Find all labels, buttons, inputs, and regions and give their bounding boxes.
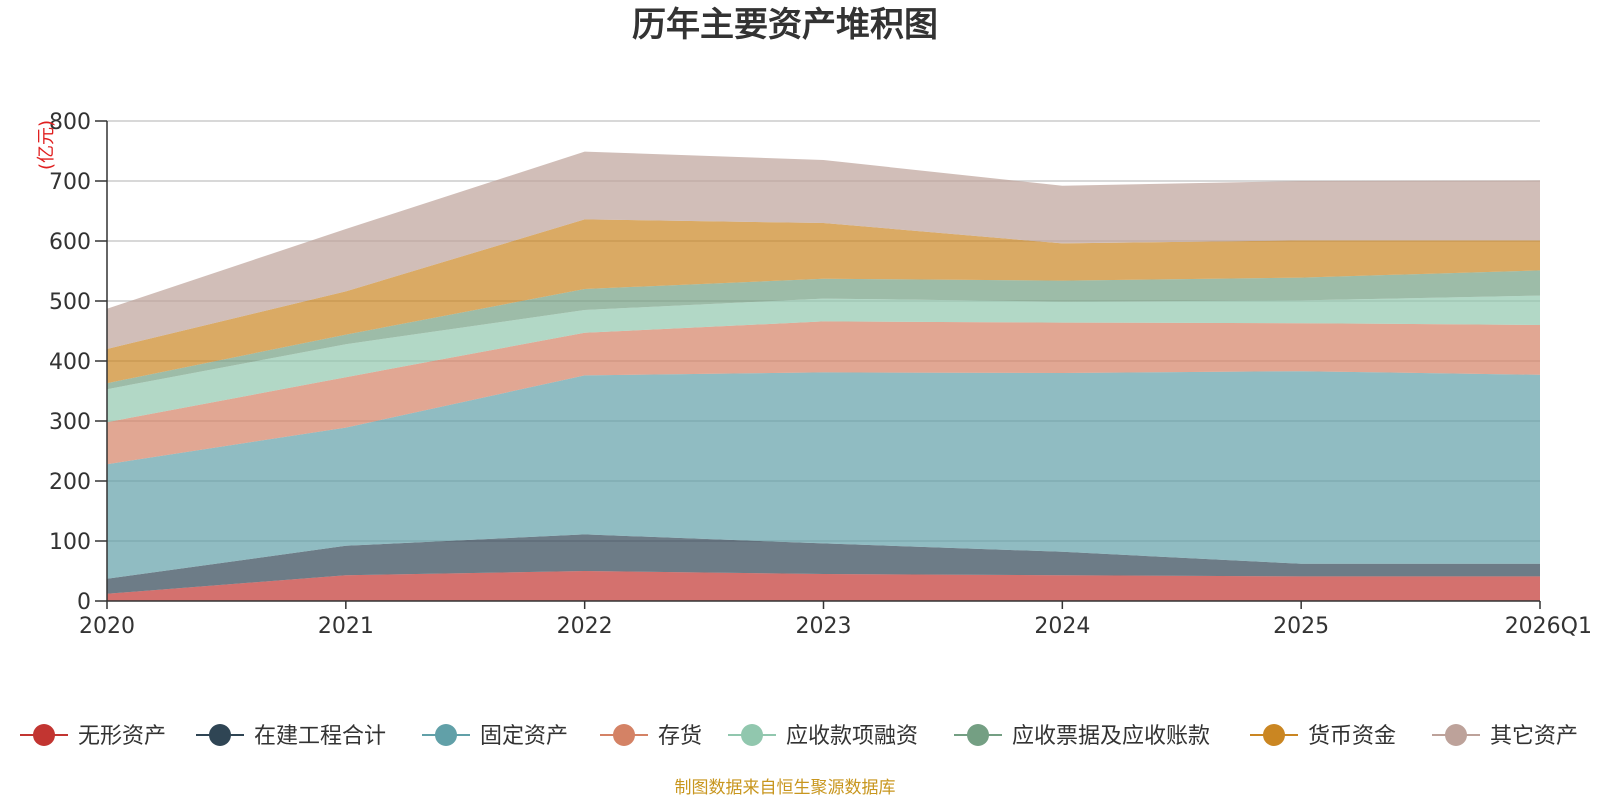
legend-label: 存货 xyxy=(658,724,702,749)
legend-item-6[interactable]: 应收票据及应收账款 xyxy=(954,724,1210,749)
y-tick-label: 100 xyxy=(49,530,91,555)
legend-marker xyxy=(209,724,231,746)
area-series-3 xyxy=(107,371,1540,579)
legend-label: 应收票据及应收账款 xyxy=(1012,724,1210,749)
area-series-4 xyxy=(107,321,1540,465)
y-tick-label: 700 xyxy=(49,170,91,195)
y-tick-label: 400 xyxy=(49,350,91,375)
area-series-7 xyxy=(107,219,1540,384)
x-tick-label: 2021 xyxy=(318,614,374,639)
legend-marker xyxy=(33,724,55,746)
y-tick-label: 0 xyxy=(77,590,91,615)
y-tick-label: 300 xyxy=(49,410,91,435)
y-axis-unit-label: (亿元) xyxy=(36,120,57,170)
legend-item-2[interactable]: 在建工程合计 xyxy=(196,724,386,749)
x-tick-label: 2025 xyxy=(1273,614,1329,639)
legend-marker xyxy=(1263,724,1285,746)
area-series-6 xyxy=(107,270,1540,390)
legend-marker xyxy=(613,724,635,746)
area-series-5 xyxy=(107,295,1540,423)
legend-item-7[interactable]: 货币资金 xyxy=(1250,724,1396,749)
legend-label: 无形资产 xyxy=(78,724,166,749)
legend-item-5[interactable]: 应收款项融资 xyxy=(728,724,918,749)
area-series-8 xyxy=(107,151,1540,349)
x-tick-label: 2026Q1 xyxy=(1505,614,1592,639)
x-tick-label: 2023 xyxy=(796,614,852,639)
legend-label: 在建工程合计 xyxy=(254,724,386,749)
legend-item-1[interactable]: 无形资产 xyxy=(20,724,166,749)
legend[interactable]: 无形资产 在建工程合计 固定资产 存货 应收款项融资 应收票据及应收账款 货币资金 其它资产 xyxy=(20,724,1578,749)
y-tick-label: 800 xyxy=(49,110,91,135)
y-tick-label: 600 xyxy=(49,230,91,255)
legend-marker xyxy=(435,724,457,746)
x-tick-label: 2022 xyxy=(557,614,613,639)
y-tick-label: 200 xyxy=(49,470,91,495)
legend-marker xyxy=(741,724,763,746)
axes: 0 100 200 300 400 500 600 700 800 2020 2021 2022 202… xyxy=(49,110,1592,639)
legend-item-4[interactable]: 存货 xyxy=(600,724,702,749)
area-series-1 xyxy=(107,571,1540,601)
data-source-note: 制图数据来自恒生聚源数据库 xyxy=(675,778,896,798)
x-tick-label: 2020 xyxy=(79,614,135,639)
legend-item-8[interactable]: 其它资产 xyxy=(1432,724,1578,749)
legend-label: 货币资金 xyxy=(1308,724,1396,749)
series-areas xyxy=(107,151,1540,601)
legend-marker xyxy=(1445,724,1467,746)
legend-label: 固定资产 xyxy=(480,724,568,749)
legend-label: 应收款项融资 xyxy=(786,724,918,749)
x-tick-label: 2024 xyxy=(1034,614,1090,639)
y-tick-label: 500 xyxy=(49,290,91,315)
area-series-2 xyxy=(107,534,1540,594)
legend-label: 其它资产 xyxy=(1490,724,1578,749)
legend-marker xyxy=(967,724,989,746)
legend-item-3[interactable]: 固定资产 xyxy=(422,724,568,749)
chart-title: 历年主要资产堆积图 xyxy=(632,5,938,45)
